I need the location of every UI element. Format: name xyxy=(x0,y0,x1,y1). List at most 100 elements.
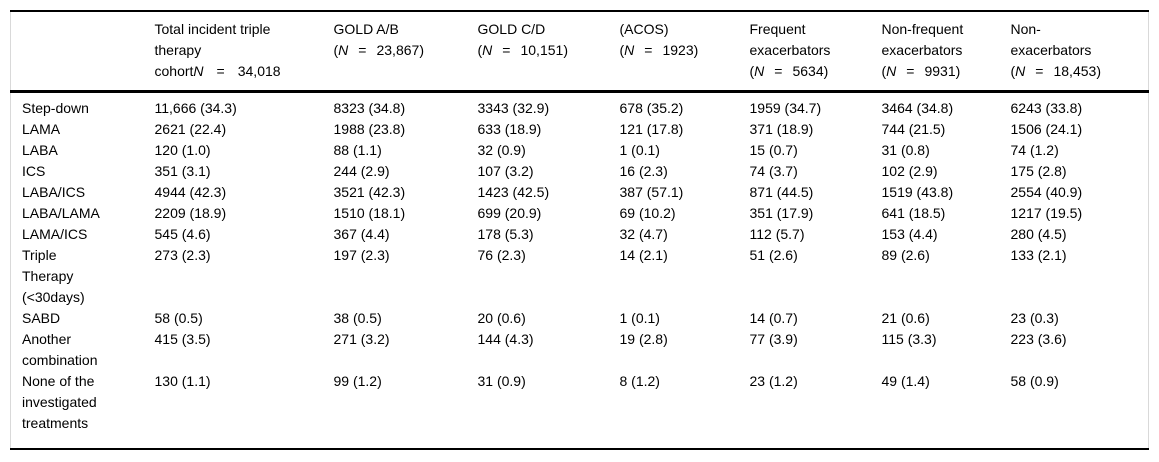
table-row-lama: LAMA 2621 (22.4) 1988 (23.8) 633 (18.9) 121 … xyxy=(11,119,1149,140)
data-cell-ics-gold_ab: 244 (2.9) xyxy=(333,163,390,179)
data-cell-triple_therapy_30days-gold_ab: 197 (2.3) xyxy=(333,247,390,263)
data-cell-none_of_investigated-gold_cd: 31 (0.9) xyxy=(477,373,526,389)
data-cell-none_of_investigated-acos: 8 (1.2) xyxy=(619,373,660,389)
data-cell-triple_therapy_30days-acos: 14 (2.1) xyxy=(619,247,668,263)
n-symbol: N xyxy=(624,42,635,58)
data-cell-laba-total_cohort: 120 (1.0) xyxy=(154,142,211,158)
data-cell-lama_ics-frequent_exacerbators: 112 (5.7) xyxy=(749,226,805,242)
data-cell-laba_ics-non_frequent_exacerbators: 1519 (43.8) xyxy=(881,184,954,200)
row-label-laba_ics: LABA/ICS xyxy=(22,184,86,200)
data-cell-ics-frequent_exacerbators: 74 (3.7) xyxy=(749,163,798,179)
table-row-triple_therapy_30days: Triple Therapy (<30days) 273 (2.3) 197 (2.… xyxy=(11,245,1149,308)
data-cell-triple_therapy_30days-gold_cd: 76 (2.3) xyxy=(477,247,526,263)
data-cell-ics-non_frequent_exacerbators: 102 (2.9) xyxy=(881,163,938,179)
column-n-count: (N = 10,151) xyxy=(478,42,568,58)
column-n-count: (N = 9931) xyxy=(882,63,961,79)
data-cell-lama_ics-non_frequent_exacerbators: 153 (4.4) xyxy=(881,226,938,242)
data-cell-lama_ics-acos: 32 (4.7) xyxy=(619,226,668,242)
data-cell-another_combination-total_cohort: 415 (3.5) xyxy=(154,331,211,347)
data-cell-none_of_investigated-non_exacerbators: 58 (0.9) xyxy=(1010,373,1059,389)
data-cell-step_down-non_frequent_exacerbators: 3464 (34.8) xyxy=(881,100,954,116)
equals-sign: = xyxy=(216,63,225,79)
data-cell-lama-frequent_exacerbators: 371 (18.9) xyxy=(749,121,814,137)
data-cell-ics-gold_cd: 107 (3.2) xyxy=(477,163,534,179)
table-body: Step-down 11,666 (34.3) 8323 (34.8) 3343 (3… xyxy=(11,92,1149,450)
data-cell-laba_lama-total_cohort: 2209 (18.9) xyxy=(154,205,227,221)
column-n-count: (N = 23,867) xyxy=(334,42,424,58)
data-cell-step_down-gold_ab: 8323 (34.8) xyxy=(333,100,406,116)
data-cell-lama-non_exacerbators: 1506 (24.1) xyxy=(1010,121,1083,137)
data-cell-lama_ics-non_exacerbators: 280 (4.5) xyxy=(1010,226,1067,242)
n-symbol: N xyxy=(482,42,493,58)
data-cell-laba_ics-gold_ab: 3521 (42.3) xyxy=(333,184,406,200)
data-cell-lama-total_cohort: 2621 (22.4) xyxy=(154,121,227,137)
row-label-laba: LABA xyxy=(22,142,58,158)
data-cell-laba-gold_ab: 88 (1.1) xyxy=(333,142,382,158)
equals-sign: = xyxy=(358,42,367,58)
data-cell-laba_lama-non_exacerbators: 1217 (19.5) xyxy=(1010,205,1083,221)
data-cell-none_of_investigated-frequent_exacerbators: 23 (1.2) xyxy=(749,373,798,389)
table-header: Total incident triple therapy cohortN = 34,… xyxy=(10,11,1149,93)
table-row-laba_ics: LABA/ICS 4944 (42.3) 3521 (42.3) 1423 (42.5… xyxy=(11,182,1149,203)
data-cell-laba_lama-gold_cd: 699 (20.9) xyxy=(477,205,542,221)
n-symbol: N xyxy=(338,42,349,58)
table-row-ics: ICS 351 (3.1) 244 (2.9) 107 (3.2) 16 (2.3) 74… xyxy=(11,161,1149,182)
column-title: Non-frequent exacerbators xyxy=(881,21,964,58)
equals-sign: = xyxy=(502,42,511,58)
column-n-count: (N = 5634) xyxy=(750,63,829,79)
row-label-sabd: SABD xyxy=(22,310,61,326)
data-cell-sabd-total_cohort: 58 (0.5) xyxy=(154,310,203,326)
column-header-gold_ab: GOLD A/B (N = 23,867) xyxy=(333,11,478,93)
data-cell-another_combination-non_frequent_exacerbators: 115 (3.3) xyxy=(881,331,937,347)
equals-sign: = xyxy=(644,42,653,58)
data-cell-lama-acos: 121 (17.8) xyxy=(619,121,684,137)
column-header-total_cohort: Total incident triple therapy cohortN = 34,… xyxy=(154,11,334,93)
data-cell-another_combination-non_exacerbators: 223 (3.6) xyxy=(1010,331,1067,347)
column-n-count: (N = 1923) xyxy=(620,42,699,58)
table-row-laba_lama: LABA/LAMA 2209 (18.9) 1510 (18.1) 699 (20.9… xyxy=(11,203,1149,224)
column-header-non_frequent_exacerbators: Non-frequent exacerbators (N = 9931) xyxy=(881,11,1011,93)
data-cell-laba-frequent_exacerbators: 15 (0.7) xyxy=(749,142,798,158)
data-cell-none_of_investigated-gold_ab: 99 (1.2) xyxy=(333,373,382,389)
data-cell-laba_ics-total_cohort: 4944 (42.3) xyxy=(154,184,227,200)
header-row: Total incident triple therapy cohortN = 34,… xyxy=(10,11,1149,93)
data-cell-sabd-gold_cd: 20 (0.6) xyxy=(477,310,526,326)
data-cell-lama-non_frequent_exacerbators: 744 (21.5) xyxy=(881,121,946,137)
equals-sign: = xyxy=(774,63,783,79)
data-cell-sabd-non_frequent_exacerbators: 21 (0.6) xyxy=(881,310,930,326)
data-cell-triple_therapy_30days-non_exacerbators: 133 (2.1) xyxy=(1010,247,1067,263)
data-cell-laba_lama-frequent_exacerbators: 351 (17.9) xyxy=(749,205,814,221)
data-cell-none_of_investigated-non_frequent_exacerbators: 49 (1.4) xyxy=(881,373,930,389)
data-cell-laba_ics-acos: 387 (57.1) xyxy=(619,184,684,200)
data-cell-none_of_investigated-total_cohort: 130 (1.1) xyxy=(154,373,211,389)
n-symbol: N xyxy=(1015,63,1026,79)
data-cell-ics-acos: 16 (2.3) xyxy=(619,163,668,179)
data-cell-sabd-non_exacerbators: 23 (0.3) xyxy=(1010,310,1059,326)
data-cell-ics-total_cohort: 351 (3.1) xyxy=(154,163,211,179)
column-title: Frequent exacerbators xyxy=(749,21,831,58)
data-cell-another_combination-frequent_exacerbators: 77 (3.9) xyxy=(749,331,798,347)
data-cell-triple_therapy_30days-non_frequent_exacerbators: 89 (2.6) xyxy=(881,247,930,263)
n-symbol: N xyxy=(886,63,897,79)
data-cell-step_down-total_cohort: 11,666 (34.3) xyxy=(154,100,237,116)
data-cell-ics-non_exacerbators: 175 (2.8) xyxy=(1010,163,1067,179)
row-label-laba_lama: LABA/LAMA xyxy=(22,205,100,221)
data-cell-laba-non_frequent_exacerbators: 31 (0.8) xyxy=(881,142,930,158)
data-cell-step_down-non_exacerbators: 6243 (33.8) xyxy=(1010,100,1083,116)
data-cell-triple_therapy_30days-total_cohort: 273 (2.3) xyxy=(154,247,211,263)
row-label-lama: LAMA xyxy=(22,121,61,137)
table-row-another_combination: Another combination 415 (3.5) 271 (3.2) 144… xyxy=(11,329,1149,371)
data-cell-triple_therapy_30days-frequent_exacerbators: 51 (2.6) xyxy=(749,247,798,263)
data-cell-laba-non_exacerbators: 74 (1.2) xyxy=(1010,142,1059,158)
row-label-lama_ics: LAMA/ICS xyxy=(22,226,88,242)
data-cell-laba-gold_cd: 32 (0.9) xyxy=(477,142,526,158)
data-cell-step_down-frequent_exacerbators: 1959 (34.7) xyxy=(749,100,822,116)
data-cell-sabd-acos: 1 (0.1) xyxy=(619,310,660,326)
equals-sign: = xyxy=(1035,63,1044,79)
n-symbol: N xyxy=(193,63,204,79)
data-cell-another_combination-gold_ab: 271 (3.2) xyxy=(333,331,390,347)
data-cell-lama_ics-gold_ab: 367 (4.4) xyxy=(333,226,390,242)
column-header-gold_cd: GOLD C/D (N = 10,151) xyxy=(477,11,620,93)
row-label-ics: ICS xyxy=(22,163,46,179)
data-cell-laba_ics-frequent_exacerbators: 871 (44.5) xyxy=(749,184,814,200)
